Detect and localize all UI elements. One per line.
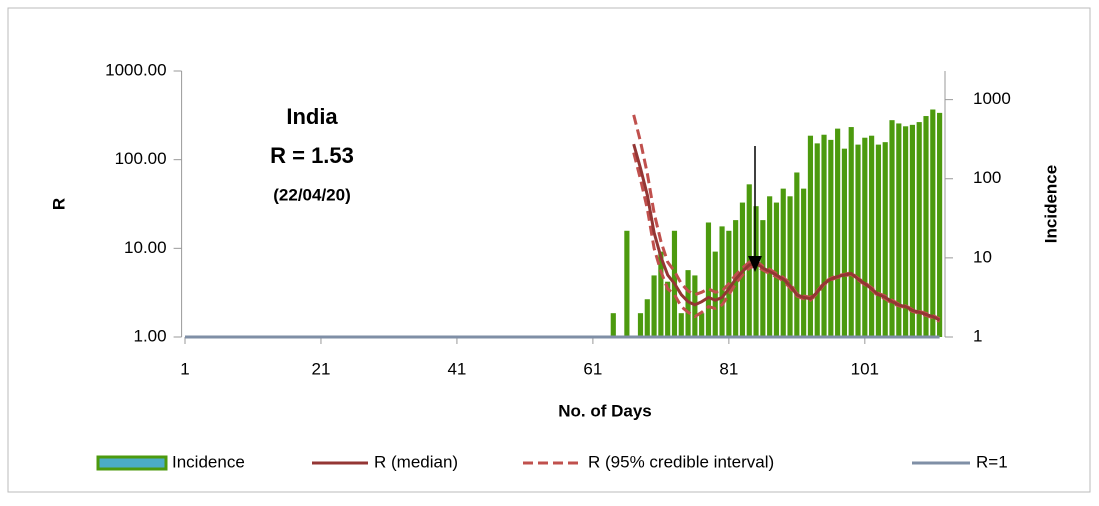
annotation: R = 1.53 <box>270 143 354 168</box>
bar <box>712 251 718 337</box>
bar <box>610 313 616 337</box>
legend-label: R (95% credible interval) <box>588 452 774 471</box>
bar <box>896 123 902 337</box>
bar <box>821 134 827 337</box>
legend-swatch <box>96 455 168 471</box>
bar <box>875 144 882 337</box>
bar <box>699 313 705 337</box>
bar <box>807 135 814 337</box>
bar <box>937 112 943 337</box>
y2-tick-label: 100 <box>973 168 1001 187</box>
bar <box>637 313 644 337</box>
bar <box>794 172 800 337</box>
bar <box>930 109 936 337</box>
y2-tick-label: 10 <box>973 247 992 266</box>
legend-label: R (median) <box>374 452 458 471</box>
bar <box>753 206 759 337</box>
y-axis-label: R <box>49 198 68 210</box>
chart-border <box>7 7 1091 493</box>
y-tick-label: 1000.00 <box>105 60 166 79</box>
bar <box>801 188 807 337</box>
x-tick-label: 1 <box>180 359 189 378</box>
y2-tick-label: 1 <box>973 326 982 345</box>
annotation: (22/04/20) <box>273 185 351 204</box>
bar <box>916 122 922 337</box>
y-tick-label: 10.00 <box>124 238 167 257</box>
arrow-head <box>748 256 762 272</box>
bar <box>909 124 915 337</box>
bar <box>719 226 725 337</box>
bar <box>773 202 780 337</box>
bar <box>869 135 875 337</box>
legend-label: Incidence <box>172 452 245 471</box>
x-axis-label: No. of Days <box>558 401 652 420</box>
bar <box>882 142 888 337</box>
bar <box>658 251 664 337</box>
bar <box>705 222 712 337</box>
bar <box>848 127 854 337</box>
y2-axis-label: Incidence <box>1041 165 1060 243</box>
bar <box>678 313 684 337</box>
bar <box>862 137 868 337</box>
annotation: India <box>286 104 338 129</box>
x-tick-label: 81 <box>719 359 738 378</box>
x-tick-label: 101 <box>851 359 879 378</box>
y2-tick-label: 1000 <box>973 89 1011 108</box>
bar <box>644 299 650 337</box>
bar <box>903 126 909 337</box>
bar <box>651 275 657 337</box>
x-tick-label: 41 <box>447 359 466 378</box>
bar <box>780 188 786 337</box>
y-tick-label: 1.00 <box>134 326 167 345</box>
bar <box>760 220 766 337</box>
y-tick-label: 100.00 <box>115 149 167 168</box>
bar <box>923 116 929 337</box>
bar <box>855 144 861 337</box>
bar <box>889 120 895 337</box>
bar <box>814 143 820 337</box>
bar <box>665 281 671 337</box>
x-tick-label: 21 <box>312 359 331 378</box>
bar <box>841 148 848 337</box>
x-tick-label: 61 <box>583 359 602 378</box>
bar <box>787 196 793 337</box>
bar <box>624 230 630 337</box>
bar <box>828 139 834 337</box>
median-line <box>632 143 941 322</box>
bar <box>685 270 691 337</box>
bar <box>835 128 841 337</box>
bar <box>767 196 773 337</box>
legend-label: R=1 <box>976 452 1008 471</box>
